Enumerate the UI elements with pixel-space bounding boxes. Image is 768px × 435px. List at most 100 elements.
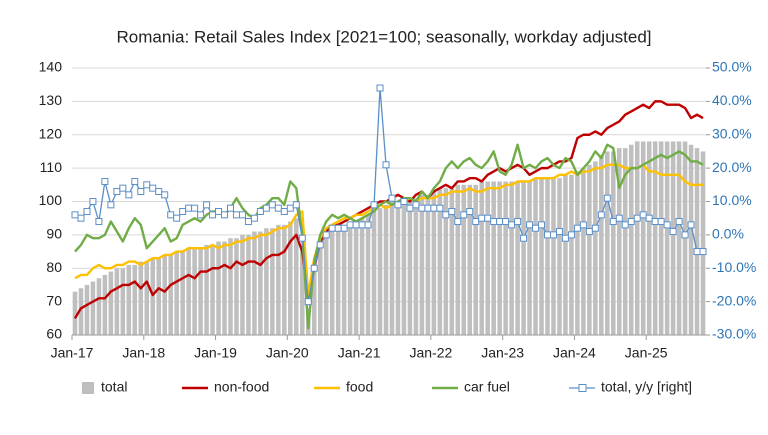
point-marker (430, 204, 438, 212)
point-marker (322, 231, 330, 239)
bar (180, 251, 185, 335)
point-marker (526, 221, 534, 229)
point-marker (609, 218, 617, 226)
bar (294, 218, 299, 335)
bar (467, 184, 473, 335)
bar (461, 184, 467, 335)
point-marker (388, 194, 396, 202)
bar (198, 248, 203, 335)
bar (371, 208, 377, 335)
point-marker (454, 218, 462, 226)
point-marker (633, 214, 641, 222)
point-marker (544, 231, 551, 239)
bar (335, 224, 341, 335)
point-marker (125, 191, 133, 199)
bar (264, 228, 269, 335)
bar (545, 178, 550, 335)
y2-tick-label: 30.0% (712, 125, 752, 141)
legend-swatch (82, 382, 94, 394)
point-marker (532, 224, 540, 232)
bar (186, 248, 191, 335)
point-marker (173, 214, 181, 222)
point-marker (215, 208, 223, 216)
bar (413, 198, 419, 335)
y-tick-label: 70 (46, 292, 62, 308)
bar (282, 224, 287, 335)
point-marker (203, 201, 211, 209)
x-tick-label: Jan-17 (51, 345, 94, 361)
bar (317, 241, 323, 335)
y-tick-label: 100 (39, 192, 63, 208)
bar (485, 181, 490, 335)
point-marker (490, 218, 498, 226)
point-marker (149, 184, 157, 192)
bar (664, 141, 670, 335)
bar (694, 148, 700, 335)
point-marker (310, 264, 318, 272)
bar (365, 214, 371, 335)
bar (622, 148, 628, 335)
bar (96, 278, 102, 335)
point-marker (418, 204, 426, 212)
y2-tick-label: 10.0% (712, 192, 752, 208)
point-marker (394, 201, 402, 209)
y-tick-label: 110 (40, 159, 63, 175)
bar (533, 178, 538, 335)
point-marker (179, 208, 187, 216)
legend-label: food (346, 379, 373, 395)
bar (156, 258, 161, 335)
point-marker (370, 201, 378, 209)
point-marker (663, 221, 671, 229)
bar (437, 188, 443, 335)
point-marker (502, 218, 510, 226)
point-marker (627, 218, 635, 226)
bar (311, 268, 317, 335)
bar (688, 144, 694, 335)
bar (479, 181, 484, 335)
point-marker (346, 221, 354, 229)
point-marker (238, 211, 246, 219)
y-tick-label: 140 (39, 59, 63, 75)
point-marker (514, 218, 522, 226)
point-marker (256, 208, 264, 216)
x-tick-label: Jan-22 (409, 345, 452, 361)
point-marker (131, 177, 139, 185)
point-marker (472, 218, 480, 226)
point-marker (328, 224, 336, 232)
bar (527, 181, 532, 335)
point-marker (603, 194, 611, 202)
point-marker (161, 191, 169, 199)
y2-tick-label: -20.0% (712, 292, 756, 308)
bar (240, 234, 245, 335)
bar (443, 188, 449, 335)
point-marker (639, 211, 647, 219)
point-marker (508, 221, 516, 229)
point-marker (645, 214, 653, 222)
point-marker (364, 221, 372, 229)
point-marker (316, 241, 324, 249)
point-marker (597, 211, 605, 219)
bar (144, 261, 150, 335)
bar (658, 141, 664, 335)
point-marker (651, 218, 659, 226)
point-marker (89, 198, 97, 205)
point-marker (406, 204, 414, 212)
x-tick-label: Jan-21 (338, 345, 381, 361)
bar (383, 204, 389, 335)
bar (90, 281, 96, 335)
bar (258, 231, 263, 335)
bar (395, 201, 401, 335)
point-marker (298, 234, 306, 242)
x-tick-label: Jan-19 (194, 345, 237, 361)
point-marker (555, 228, 563, 236)
point-marker (621, 221, 629, 229)
legend-label: total, y/y [right] (601, 379, 692, 395)
point-marker (382, 161, 390, 169)
bar (216, 241, 221, 335)
x-tick-label: Jan-23 (481, 345, 524, 361)
bar (276, 224, 281, 335)
point-marker (561, 234, 569, 242)
point-marker (334, 224, 342, 232)
bar (300, 244, 305, 335)
point-marker (496, 218, 504, 226)
